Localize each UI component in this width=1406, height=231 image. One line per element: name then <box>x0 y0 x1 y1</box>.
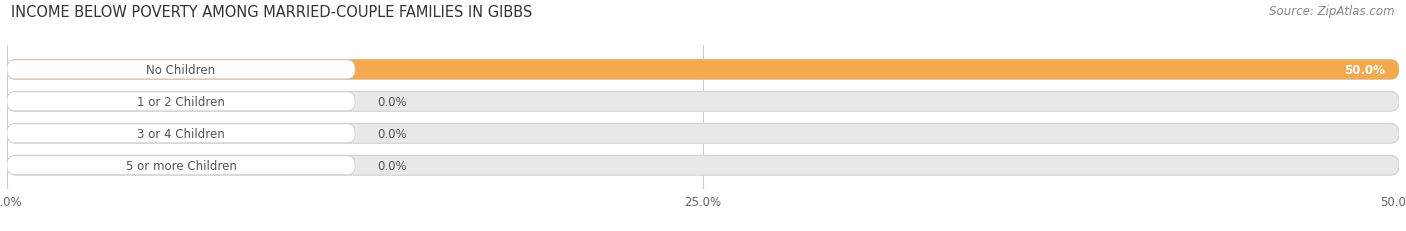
FancyBboxPatch shape <box>7 124 354 143</box>
Text: 3 or 4 Children: 3 or 4 Children <box>138 127 225 140</box>
Text: 1 or 2 Children: 1 or 2 Children <box>138 95 225 108</box>
Text: INCOME BELOW POVERTY AMONG MARRIED-COUPLE FAMILIES IN GIBBS: INCOME BELOW POVERTY AMONG MARRIED-COUPL… <box>11 5 533 20</box>
FancyBboxPatch shape <box>7 124 1399 144</box>
FancyBboxPatch shape <box>7 61 354 79</box>
Text: No Children: No Children <box>146 64 215 76</box>
FancyBboxPatch shape <box>7 156 354 175</box>
FancyBboxPatch shape <box>7 92 1399 112</box>
Text: Source: ZipAtlas.com: Source: ZipAtlas.com <box>1270 5 1395 18</box>
FancyBboxPatch shape <box>7 92 354 111</box>
FancyBboxPatch shape <box>7 156 1399 175</box>
Text: 0.0%: 0.0% <box>377 95 406 108</box>
FancyBboxPatch shape <box>7 60 1399 80</box>
FancyBboxPatch shape <box>7 60 1399 80</box>
Text: 5 or more Children: 5 or more Children <box>125 159 236 172</box>
Text: 0.0%: 0.0% <box>377 127 406 140</box>
Text: 50.0%: 50.0% <box>1344 64 1385 76</box>
Text: 0.0%: 0.0% <box>377 159 406 172</box>
